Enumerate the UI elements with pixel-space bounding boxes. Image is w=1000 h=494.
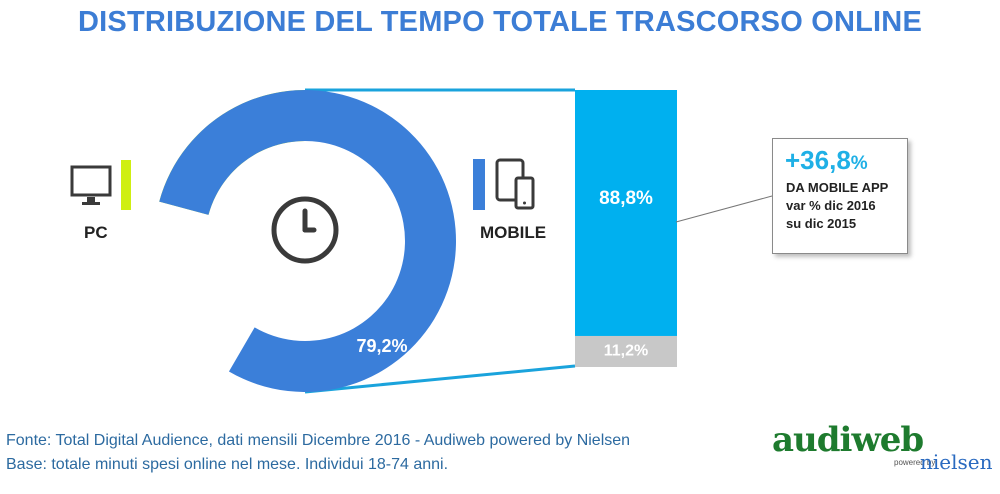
donut-chart: 20,8%79,2% (159, 89, 457, 392)
callout-value-line: +36,8% (785, 145, 868, 176)
callout-unit: % (850, 153, 868, 174)
stacked-bar-segment-1 (575, 90, 677, 336)
pc-legend-bar (121, 160, 131, 210)
pc-label: PC (84, 223, 108, 242)
donut-slice-mobile (159, 89, 457, 392)
footer-source: Fonte: Total Digital Audience, dati mens… (6, 432, 631, 449)
donut-label-mobile: 79,2% (356, 336, 407, 356)
tablet-phone-icon (495, 158, 535, 210)
footer-base: Base: totale minuti spesi online nel mes… (6, 456, 449, 473)
callout-value: +36,8 (785, 145, 851, 175)
audiweb-nielsen-logo: audiweb powered by nielsen (772, 420, 997, 490)
mobile-app-growth-callout: +36,8% DA MOBILE APP var % dic 2016 su d… (772, 138, 908, 254)
clock-icon (271, 196, 339, 264)
logo-partner: nielsen (920, 450, 993, 474)
logo-powered-by: powered by (894, 458, 936, 467)
chart-title: DISTRIBUZIONE DEL TEMPO TOTALE TRASCORSO… (78, 6, 922, 38)
mobile-legend-bar (473, 159, 485, 210)
callout-text: DA MOBILE APP var % dic 2016 su dic 2015 (786, 179, 888, 233)
connector-bottom-line (304, 364, 576, 394)
mobile-label: MOBILE (480, 223, 547, 242)
stacked-bar-label-2: 11,2% (604, 343, 648, 360)
stacked-bar-label-1: 88,8% (599, 188, 653, 209)
logo-brand: audiweb (772, 420, 924, 460)
desktop-monitor-icon (70, 165, 112, 205)
callout-pointer-line (675, 195, 773, 223)
callout-line-1: DA MOBILE APP (786, 180, 889, 195)
callout-line-3: su dic 2015 (786, 216, 857, 231)
stacked-bar-segment-2 (575, 335, 677, 367)
callout-line-2: var % dic 2016 (786, 198, 876, 213)
stacked-bar-chart: 88,8% 11,2% (575, 90, 677, 367)
